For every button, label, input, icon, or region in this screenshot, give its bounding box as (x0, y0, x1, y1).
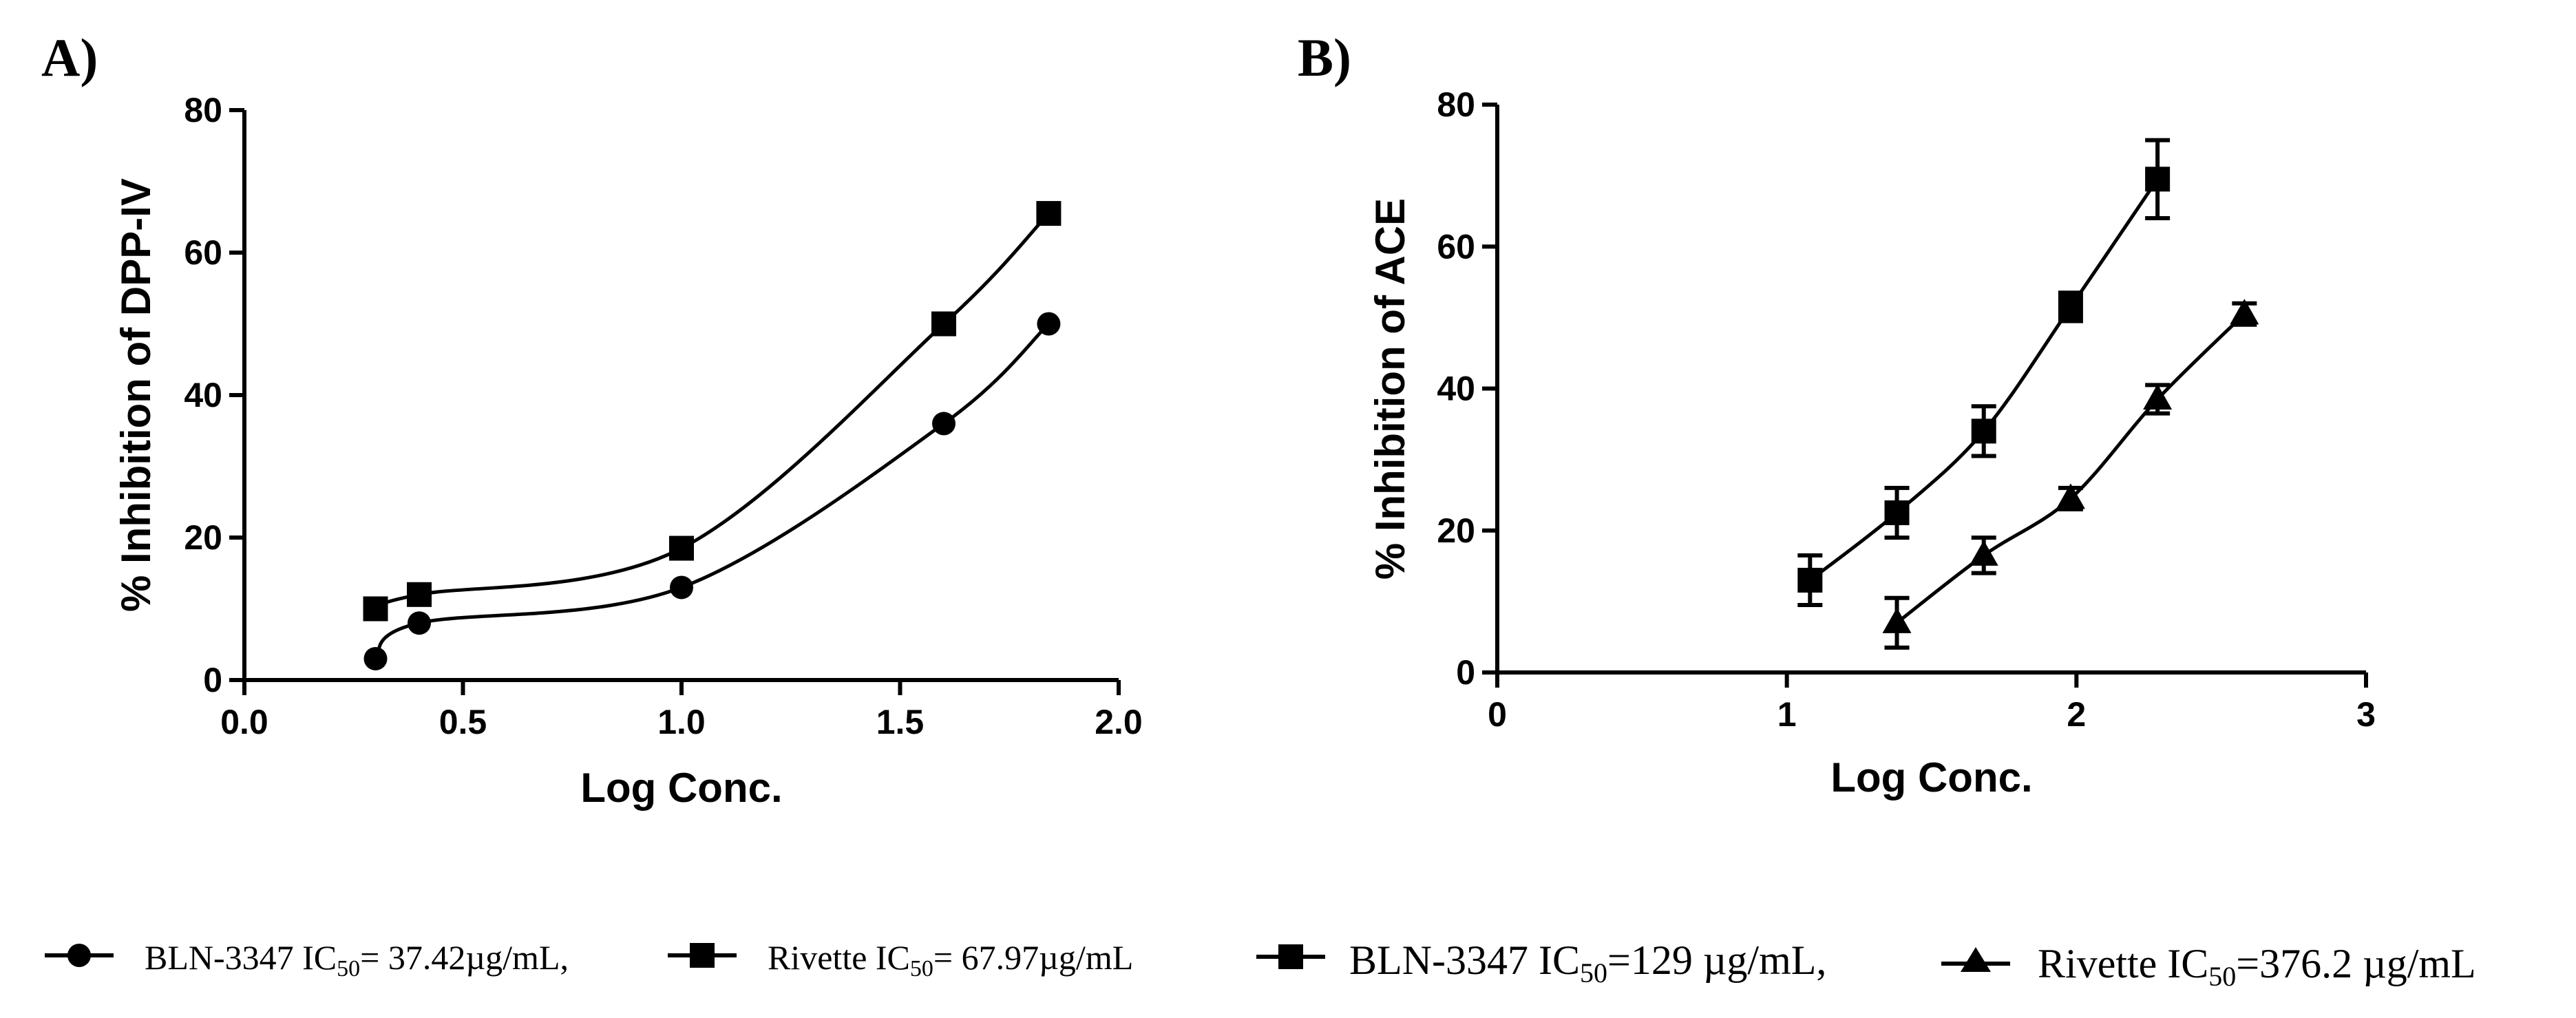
panel-a-series-2-point (931, 311, 956, 337)
panel-a-series-1-point (363, 646, 388, 670)
panel-a-markers (363, 201, 1062, 670)
panel-a-x-ticks: 0.0 0.5 1.0 1.5 2.0 (220, 680, 1143, 741)
panel-b-y-title: % Inhibition of ACE (1367, 198, 1413, 580)
panel-b-series-2-point (2056, 483, 2085, 509)
panel-a-series-1-point (408, 611, 431, 635)
legend-circle-marker-icon (67, 944, 91, 967)
panel-b-y-tick-label: 60 (1437, 227, 1475, 266)
panel-a-y-ticks: 0 20 40 60 80 (184, 91, 244, 699)
legend-item-1: BLN-3347 IC50= 37.42µg/mL, (45, 938, 569, 982)
panel-a-x-title: Log Conc. (580, 765, 782, 811)
panel-a-series-2-point (669, 535, 694, 561)
panel-a-series-1-line (374, 322, 1051, 660)
panel-a-curves (374, 212, 1051, 660)
panel-b-series-1-point (1884, 500, 1910, 525)
panel-b-series-1-point (2058, 294, 2083, 319)
panel-b-series-2-point (2143, 383, 2173, 410)
panel-a-y-tick-label: 60 (184, 233, 222, 272)
panel-a: A) 0 20 40 60 80 0.0 0.5 1.0 1.5 2.0 Log Conc. %… (41, 28, 1143, 811)
legend-square-marker-icon (1278, 944, 1303, 969)
panel-a-y-tick-label: 40 (184, 376, 222, 414)
panel-b-x-tick-label: 2 (2067, 695, 2086, 734)
panel-b-series-1-point (2145, 167, 2171, 192)
panel-a-series-2-point (1036, 201, 1062, 226)
panel-b-series-2-point (2230, 299, 2259, 325)
panel-b-curves (1808, 178, 2246, 624)
legend-label-3: BLN-3347 IC50=129 µg/mL, (1349, 937, 1826, 988)
panel-b-markers (1797, 167, 2259, 633)
legend-label-4: Rivette IC50=376.2 µg/mL (2038, 941, 2476, 992)
panel-a-y-tick-label: 80 (184, 91, 222, 129)
legend: BLN-3347 IC50= 37.42µg/mL, Rivette IC50=… (45, 937, 2476, 992)
panel-b-y-tick-label: 20 (1437, 511, 1475, 550)
panel-b-y-ticks: 0 20 40 60 80 (1437, 85, 1497, 692)
panel-a-x-tick-label: 1.0 (657, 703, 706, 741)
panel-b-series-1-point (1971, 418, 1996, 444)
panel-b: B) 0 20 40 60 80 0 1 2 3 Log Conc. % Inhibition… (1298, 28, 2376, 800)
panel-b-series-2-point (1882, 607, 1912, 633)
panel-b-y-tick-label: 80 (1437, 85, 1475, 124)
panel-b-x-tick-label: 0 (1488, 695, 1507, 734)
panel-a-x-tick-label: 2.0 (1095, 703, 1143, 741)
legend-label-1: BLN-3347 IC50= 37.42µg/mL, (145, 938, 569, 982)
panel-b-y-tick-label: 40 (1437, 370, 1475, 408)
panel-a-y-title: % Inhibition of DPP-IV (113, 178, 159, 612)
legend-triangle-marker-icon (1961, 947, 1991, 972)
panel-b-series-1-point (1797, 567, 1823, 593)
panel-b-y-tick-label: 0 (1456, 653, 1475, 692)
legend-label-2: Rivette IC50= 67.97µg/mL (768, 938, 1133, 982)
panel-a-y-tick-label: 0 (203, 661, 222, 699)
panel-a-x-tick-label: 1.5 (876, 703, 925, 741)
panel-b-series-1-line (1808, 178, 2160, 582)
panel-a-label: A) (41, 28, 98, 87)
panel-a-series-2-point (363, 596, 388, 622)
panel-a-x-tick-label: 0.0 (220, 703, 268, 741)
legend-item-3: BLN-3347 IC50=129 µg/mL, (1256, 937, 1826, 988)
panel-b-x-tick-label: 1 (1777, 695, 1797, 734)
panel-a-series-1-point (932, 412, 956, 436)
panel-b-x-tick-label: 3 (2356, 695, 2376, 734)
panel-a-y-tick-label: 20 (184, 518, 222, 557)
panel-b-label: B) (1298, 28, 1351, 87)
legend-square-marker-icon (690, 943, 715, 968)
panel-b-x-ticks: 0 1 2 3 (1488, 672, 2376, 734)
legend-item-4: Rivette IC50=376.2 µg/mL (1941, 941, 2476, 992)
panel-a-x-tick-label: 0.5 (439, 703, 487, 741)
panel-b-series-2-point (1969, 540, 1998, 566)
legend-item-2: Rivette IC50= 67.97µg/mL (668, 938, 1133, 982)
panel-b-x-title: Log Conc. (1830, 754, 2032, 800)
panel-a-series-1-point (1037, 312, 1061, 336)
panel-a-series-1-point (670, 575, 693, 600)
panel-a-series-2-line (374, 212, 1051, 611)
panel-b-error-bars (1797, 138, 2257, 650)
panel-a-series-2-point (407, 582, 432, 607)
